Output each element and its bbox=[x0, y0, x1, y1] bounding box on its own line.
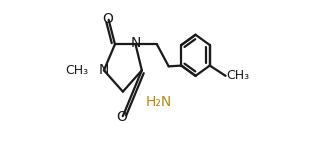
Text: CH₃: CH₃ bbox=[226, 69, 250, 82]
Text: N: N bbox=[99, 63, 109, 76]
Text: CH₃: CH₃ bbox=[65, 64, 88, 77]
Text: H₂N: H₂N bbox=[146, 95, 172, 109]
Text: N: N bbox=[130, 36, 141, 50]
Text: O: O bbox=[117, 110, 127, 124]
Text: O: O bbox=[102, 12, 113, 26]
